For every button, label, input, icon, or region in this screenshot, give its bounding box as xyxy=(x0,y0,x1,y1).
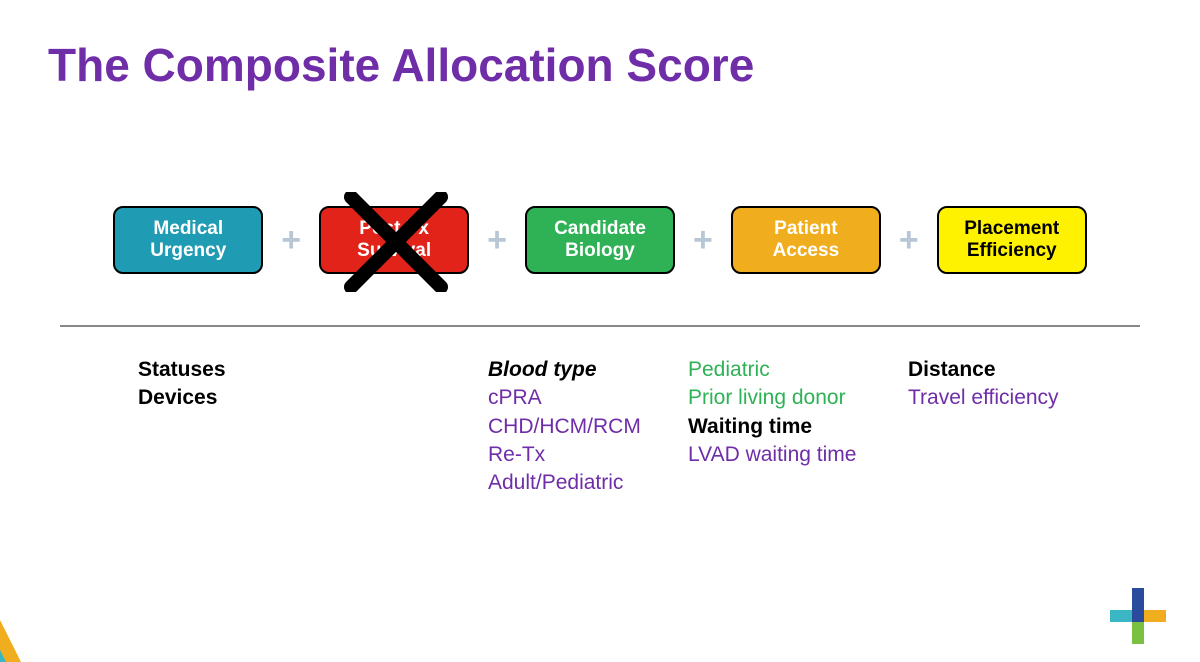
equation-row: MedicalUrgency + Post-TxSurvival + Candidate… xyxy=(0,206,1200,274)
col-item: Pediatric xyxy=(688,356,908,384)
col-item: Prior living donor xyxy=(688,384,908,412)
col-patient-access: PediatricPrior living donorWaiting timeL… xyxy=(688,356,908,498)
col-item: Waiting time xyxy=(688,413,908,441)
logo-bar-right xyxy=(1144,610,1166,622)
score-box-candidate: CandidateBiology xyxy=(525,206,675,274)
plus-icon: + xyxy=(487,221,507,260)
score-box-patient: PatientAccess xyxy=(731,206,881,274)
col-item: Blood type xyxy=(488,356,688,384)
col-item: Re-Tx xyxy=(488,441,688,469)
logo-icon xyxy=(1110,588,1166,644)
logo-bar-left xyxy=(1110,610,1132,622)
logo-bar-bottom xyxy=(1132,622,1144,644)
score-box-label: MedicalUrgency xyxy=(150,218,226,262)
col-item: LVAD waiting time xyxy=(688,441,908,469)
col-item: Distance xyxy=(908,356,1108,384)
col-item: Statuses xyxy=(138,356,488,384)
col-item: Devices xyxy=(138,384,488,412)
score-box-label: Post-TxSurvival xyxy=(357,218,431,262)
col-item: Adult/Pediatric xyxy=(488,469,688,497)
slide-title: The Composite Allocation Score xyxy=(48,38,1152,92)
col-candidate-biology: Blood typecPRACHD/HCM/RCMRe-TxAdult/Pedi… xyxy=(488,356,688,498)
col-placement-efficiency: DistanceTravel efficiency xyxy=(908,356,1108,498)
score-box-placement: PlacementEfficiency xyxy=(937,206,1087,274)
plus-icon: + xyxy=(281,221,301,260)
score-box-medical: MedicalUrgency xyxy=(113,206,263,274)
logo-center xyxy=(1132,610,1144,622)
col-medical-urgency: StatusesDevices xyxy=(138,356,488,498)
columns: StatusesDevices Blood typecPRACHD/HCM/RC… xyxy=(0,356,1200,498)
col-item: Travel efficiency xyxy=(908,384,1108,412)
plus-icon: + xyxy=(693,221,713,260)
score-box-label: CandidateBiology xyxy=(554,218,646,262)
col-item: cPRA xyxy=(488,384,688,412)
logo-bar-top xyxy=(1132,588,1144,610)
plus-icon: + xyxy=(899,221,919,260)
divider xyxy=(60,325,1140,327)
score-box-post-tx: Post-TxSurvival xyxy=(319,206,469,274)
col-item: CHD/HCM/RCM xyxy=(488,413,688,441)
corner-accent-icon xyxy=(0,568,94,662)
accent-orange xyxy=(0,608,24,662)
score-box-label: PatientAccess xyxy=(773,218,840,262)
slide: The Composite Allocation Score MedicalUr… xyxy=(0,0,1200,662)
score-box-label: PlacementEfficiency xyxy=(964,218,1059,262)
